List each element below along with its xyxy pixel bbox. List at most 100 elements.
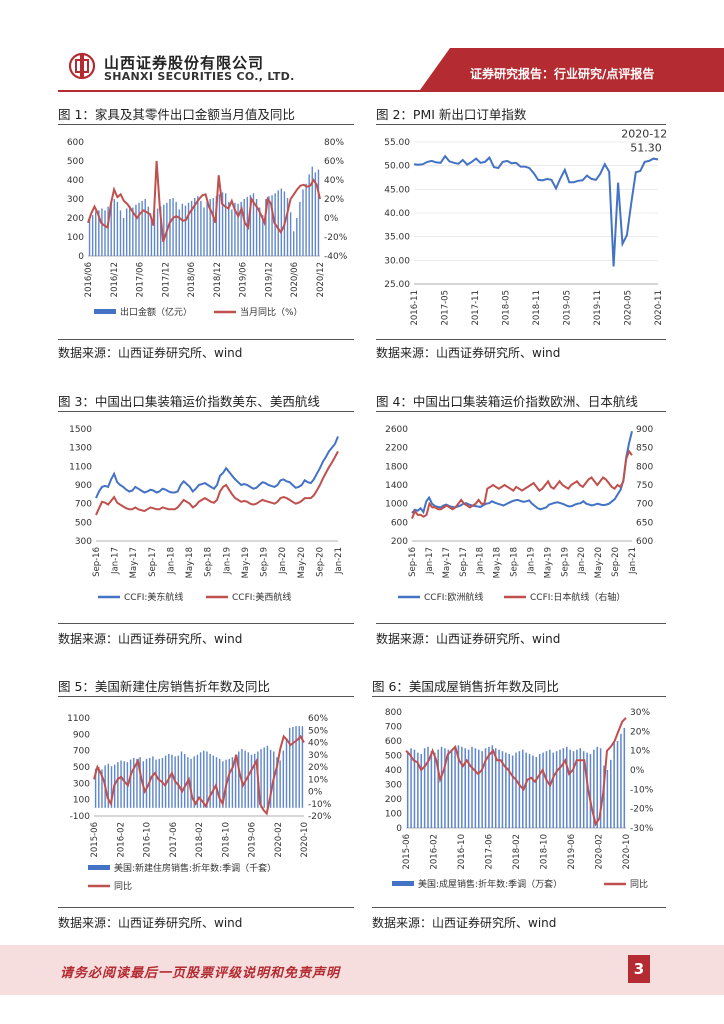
bar: [164, 755, 167, 808]
bar: [141, 200, 143, 256]
bar: [187, 202, 190, 256]
x-tick-label: 2018-10: [221, 822, 231, 858]
bar: [123, 761, 125, 808]
series-line: [95, 436, 339, 499]
bar: [478, 749, 480, 828]
bar: [197, 196, 199, 256]
bar: [314, 172, 317, 256]
x-tick-label: Jan-21: [628, 547, 638, 575]
x-tick-label: 2019-06: [567, 834, 577, 870]
bar: [203, 207, 205, 256]
bar: [260, 749, 262, 808]
bar: [249, 195, 252, 256]
bar: [555, 751, 558, 828]
y-right-tick-label: -10%: [630, 785, 654, 795]
y-tick-label: 300: [385, 781, 402, 791]
bar: [209, 199, 211, 256]
y-tick-label: 600: [391, 518, 408, 528]
y-tick-label: 700: [75, 500, 92, 510]
bar: [262, 215, 264, 256]
x-tick-label: 2020-10: [300, 822, 310, 858]
x-tick-label: May-18: [185, 547, 195, 578]
bar: [132, 207, 134, 256]
bar: [104, 210, 106, 256]
bar: [206, 751, 208, 808]
x-tick-label: 2018/06: [187, 262, 197, 297]
series-line: [411, 449, 633, 519]
bar: [215, 757, 218, 808]
x-tick-label: Jan-20: [278, 547, 288, 575]
bar: [203, 750, 205, 808]
bar: [572, 751, 575, 828]
bar: [231, 757, 234, 808]
x-tick-label: 2017/06: [136, 262, 146, 297]
x-tick-label: 2018/12: [213, 262, 223, 297]
y-tick-label: 1400: [385, 481, 408, 491]
company-name-cn: 山西证券股份有限公司: [104, 54, 265, 72]
x-tick-label: 2018-10: [540, 834, 550, 870]
bar: [596, 746, 598, 828]
x-tick-label: Sep-18: [510, 547, 520, 577]
y-tick-label: 400: [67, 176, 84, 186]
y-right-tick-label: 60%: [308, 714, 328, 724]
bar: [620, 733, 622, 828]
x-tick-label: Jan-19: [526, 547, 536, 575]
y-right-tick-label: 650: [636, 518, 653, 528]
x-tick-label: Sep-17: [459, 547, 469, 577]
bar: [231, 209, 233, 256]
bar: [266, 745, 269, 808]
fig2-chart: 55.00 50.00 45.00 40.00 35.00 30.00 25.002016-…: [384, 128, 666, 326]
y-tick-label: 1300: [69, 444, 92, 454]
bar: [171, 754, 173, 808]
y-tick-label: 100: [73, 796, 90, 806]
bar: [177, 755, 180, 808]
y-tick-label: 30.00: [384, 256, 410, 266]
x-tick-label: Jan-17: [111, 547, 121, 575]
bar: [218, 194, 221, 256]
fig2-source: 数据来源：山西证券研究所、wind: [376, 346, 561, 360]
y-tick-label: 200: [67, 214, 84, 224]
bar: [552, 752, 554, 828]
bar: [299, 201, 301, 256]
legend-label: 美国:成屋销售:折年数:季调（万套）: [418, 878, 562, 890]
x-tick-label: May-17: [129, 547, 139, 578]
x-tick-label: 2020-11: [654, 290, 664, 326]
y-right-tick-label: 20%: [630, 727, 650, 737]
x-tick-label: 2017-06: [169, 822, 179, 858]
series-line: [405, 717, 627, 827]
fig5-source-rule: [58, 907, 354, 908]
bar: [153, 210, 156, 256]
bar: [518, 751, 521, 828]
bar: [98, 210, 100, 256]
x-tick-label: Jan-21: [334, 547, 344, 575]
bar: [237, 203, 239, 256]
y-right-tick-label: 800: [636, 462, 653, 472]
y-tick-label: 1000: [385, 500, 408, 510]
bar: [481, 751, 483, 828]
bar: [136, 758, 138, 808]
bar: [228, 758, 230, 808]
fig4-title-rule: [376, 411, 666, 412]
bar: [292, 726, 294, 808]
bar: [589, 754, 592, 828]
y-tick-label: 1100: [69, 462, 92, 472]
bar: [181, 203, 184, 256]
legend-swatch: [94, 309, 116, 314]
y-tick-label: 500: [73, 763, 90, 773]
bar: [280, 188, 283, 256]
x-tick-label: 2020-02: [274, 822, 284, 858]
bar: [101, 208, 103, 256]
bar: [190, 200, 193, 256]
bar: [279, 760, 281, 808]
y-tick-label: 2600: [385, 425, 408, 435]
bar: [616, 741, 619, 828]
x-tick-label: 2018-11: [532, 290, 542, 326]
y-tick-label: -100: [70, 812, 91, 822]
legend-label: 当月同比（%）: [240, 306, 303, 318]
bar: [98, 767, 100, 808]
bar: [276, 757, 278, 808]
x-tick-label: May-17: [442, 547, 452, 578]
bar: [200, 200, 202, 256]
x-tick-label: 2019-05: [563, 290, 573, 326]
y-tick-label: 900: [75, 481, 92, 491]
